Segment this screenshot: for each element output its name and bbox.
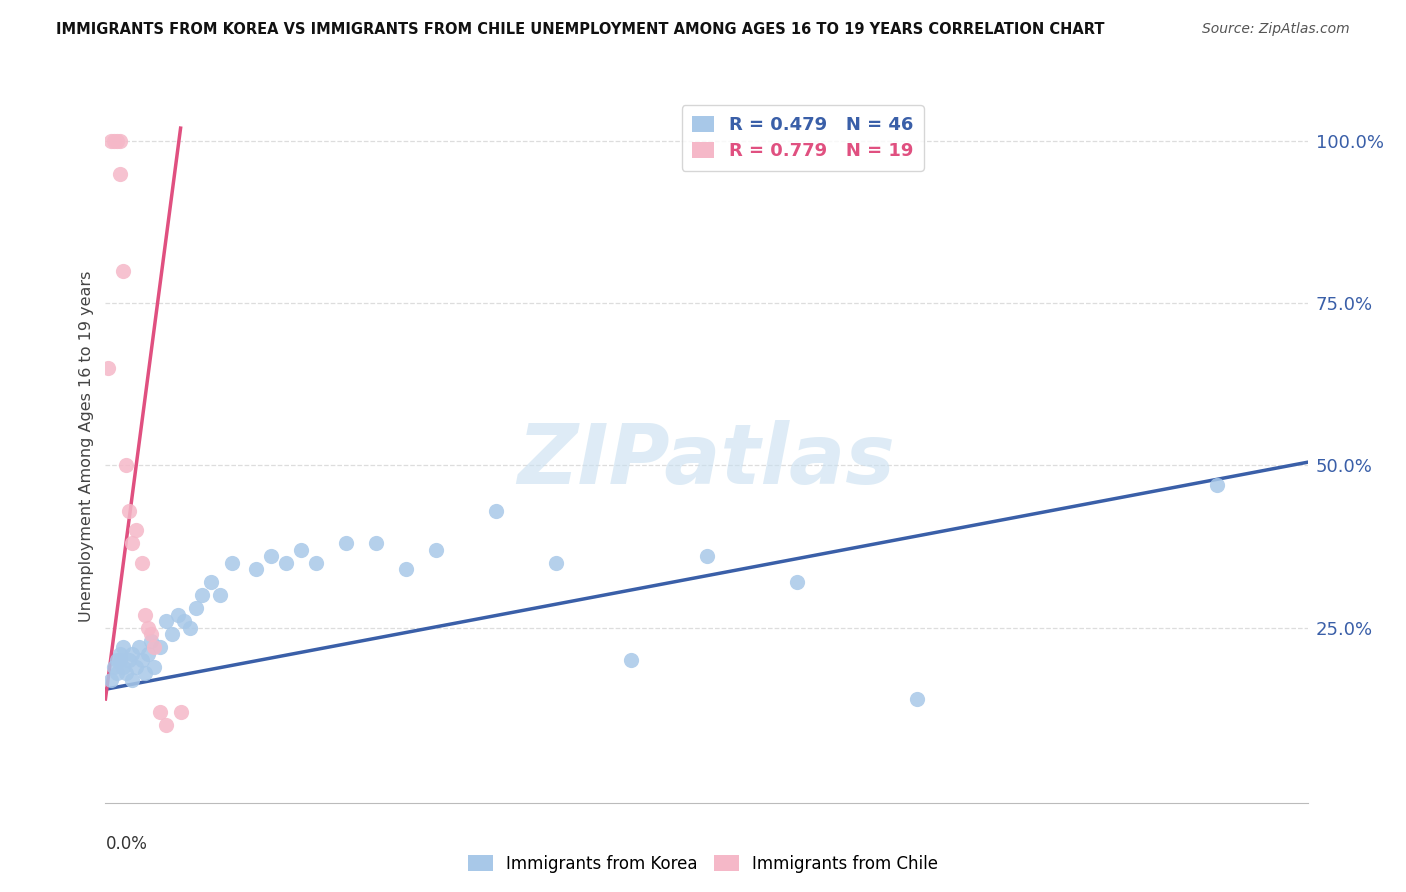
Point [118, 653, 141, 667]
Point [107, 653, 129, 667]
Point [134, 607, 156, 622]
Text: Source: ZipAtlas.com: Source: ZipAtlas.com [1202, 22, 1350, 37]
Point [546, 556, 568, 570]
Point [786, 575, 808, 590]
Point [112, 659, 135, 673]
Legend: Immigrants from Korea, Immigrants from Chile: Immigrants from Korea, Immigrants from C… [461, 848, 945, 880]
Point [121, 647, 143, 661]
Point [425, 542, 447, 557]
Point [115, 458, 138, 473]
Point [696, 549, 718, 564]
Text: ZIPatlas: ZIPatlas [517, 420, 896, 500]
Point [335, 536, 357, 550]
Point [124, 524, 146, 538]
Point [110, 167, 132, 181]
Text: IMMIGRANTS FROM KOREA VS IMMIGRANTS FROM CHILE UNEMPLOYMENT AMONG AGES 16 TO 19 : IMMIGRANTS FROM KOREA VS IMMIGRANTS FROM… [56, 22, 1105, 37]
Point [112, 640, 135, 654]
Point [131, 653, 153, 667]
Point [305, 556, 328, 570]
Point [103, 659, 125, 673]
Point [100, 134, 122, 148]
Point [134, 666, 156, 681]
Point [100, 673, 122, 687]
Point [485, 504, 508, 518]
Legend: R = 0.479   N = 46, R = 0.779   N = 19: R = 0.479 N = 46, R = 0.779 N = 19 [682, 105, 924, 170]
Point [155, 718, 177, 732]
Point [364, 536, 387, 550]
Point [110, 134, 132, 148]
Point [107, 666, 129, 681]
Point [221, 556, 243, 570]
Point [905, 692, 928, 706]
Point [190, 588, 212, 602]
Point [208, 588, 231, 602]
Point [131, 556, 153, 570]
Point [142, 659, 165, 673]
Point [142, 640, 165, 654]
Point [274, 556, 297, 570]
Point [115, 666, 138, 681]
Point [200, 575, 222, 590]
Point [97, 361, 120, 376]
Point [155, 614, 177, 628]
Point [128, 640, 150, 654]
Point [118, 504, 141, 518]
Point [290, 542, 312, 557]
Point [166, 607, 188, 622]
Y-axis label: Unemployment Among Ages 16 to 19 years: Unemployment Among Ages 16 to 19 years [79, 270, 94, 622]
Point [169, 705, 191, 719]
Point [620, 653, 643, 667]
Point [110, 647, 132, 661]
Point [139, 627, 162, 641]
Point [136, 647, 159, 661]
Point [245, 562, 267, 576]
Point [148, 705, 170, 719]
Point [121, 673, 143, 687]
Point [139, 633, 162, 648]
Point [160, 627, 183, 641]
Point [148, 640, 170, 654]
Point [103, 134, 125, 148]
Point [179, 621, 201, 635]
Point [121, 536, 143, 550]
Point [112, 264, 135, 278]
Point [110, 653, 132, 667]
Point [184, 601, 207, 615]
Point [260, 549, 283, 564]
Point [173, 614, 195, 628]
Point [124, 659, 146, 673]
Point [107, 134, 129, 148]
Point [1206, 478, 1229, 492]
Point [395, 562, 418, 576]
Text: 0.0%: 0.0% [105, 835, 148, 853]
Point [136, 621, 159, 635]
